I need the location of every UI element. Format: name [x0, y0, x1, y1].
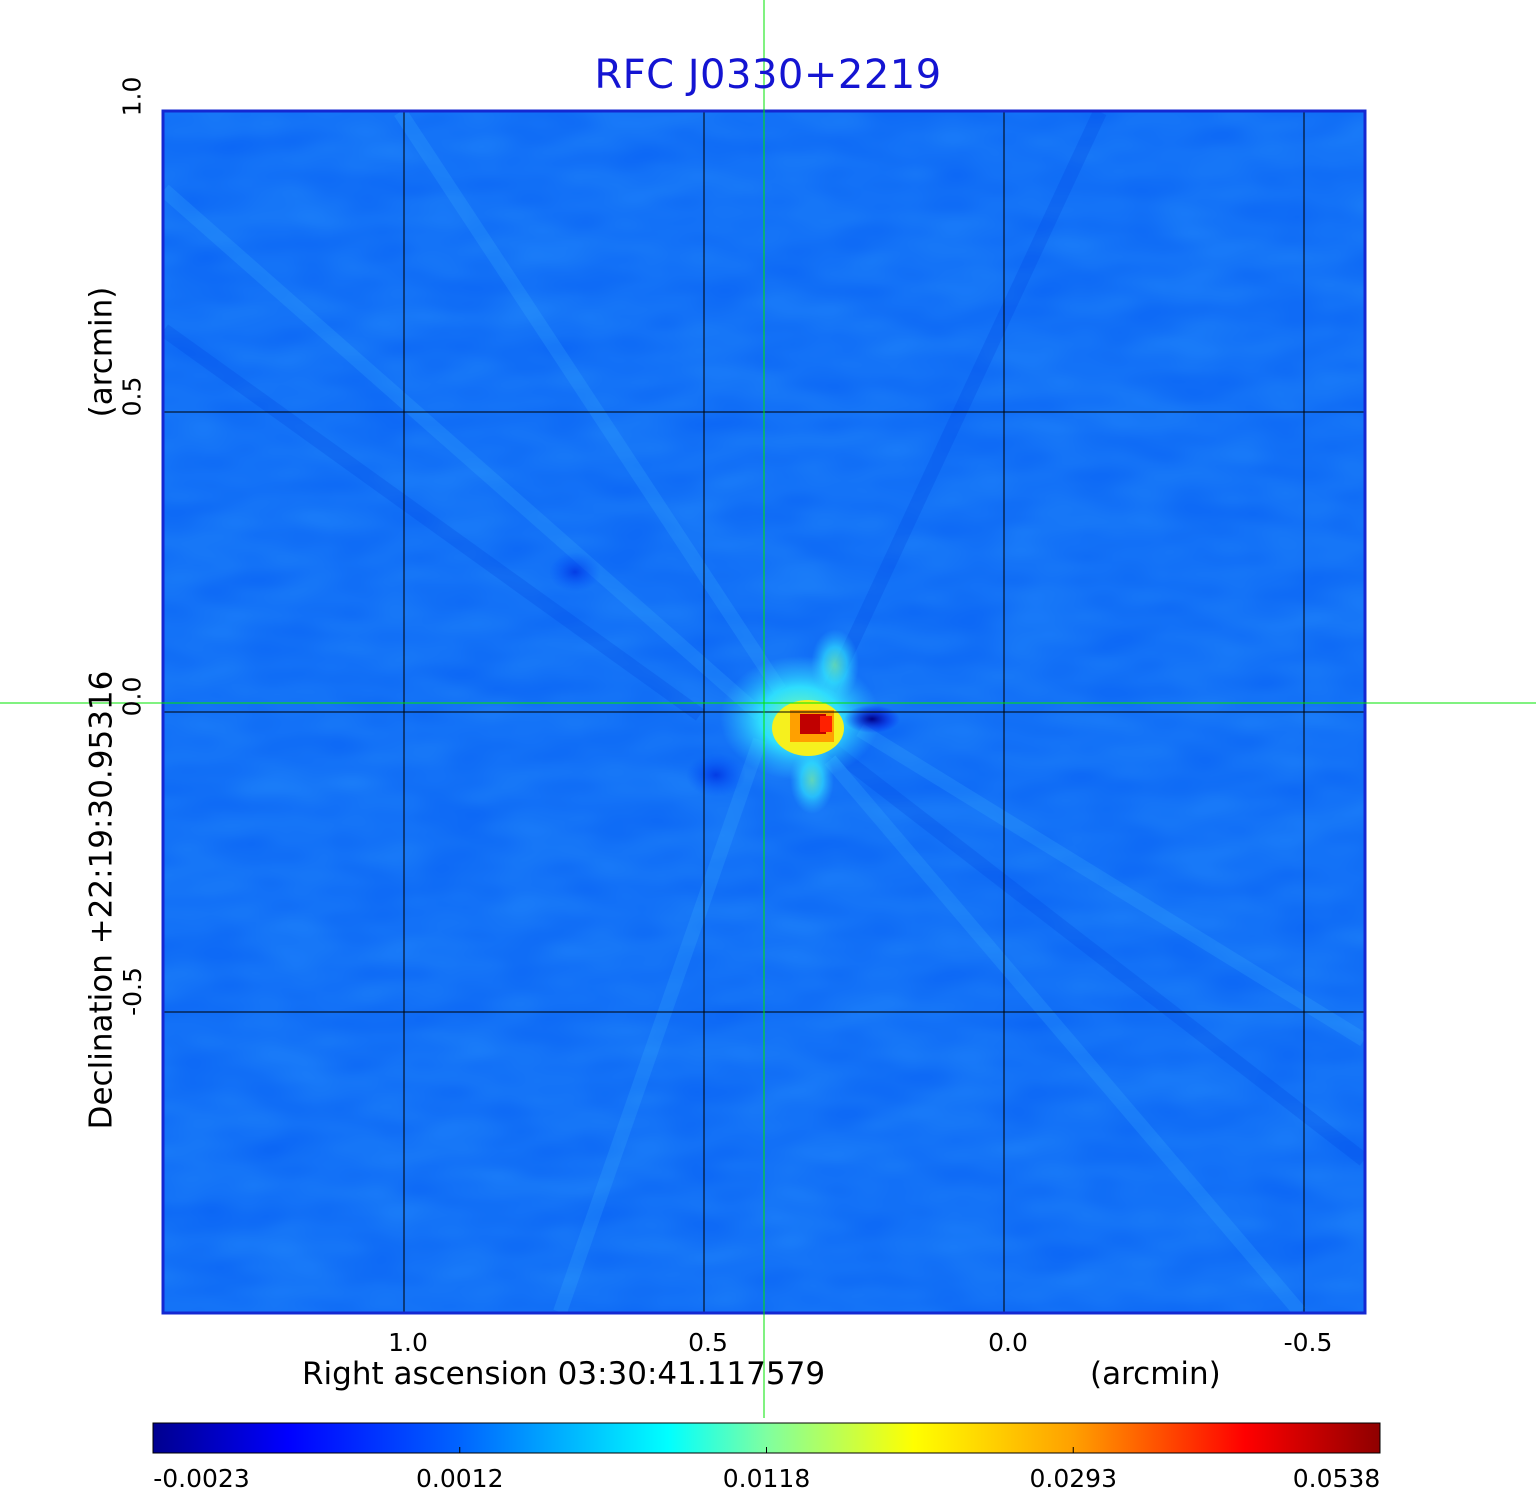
source-peak [800, 714, 826, 734]
y-tick-label: -0.5 [117, 967, 147, 1016]
y-tick-label: 0.0 [117, 676, 147, 716]
colorbar-tick-label: 0.0293 [1029, 1464, 1117, 1493]
source-peak-right [820, 716, 832, 732]
weak-negative-region [549, 552, 601, 592]
negative-sidelobe [844, 705, 900, 733]
x-tick-label: 1.0 [388, 1328, 428, 1357]
crosshair [0, 0, 1536, 1418]
x-tick-label: 0.5 [688, 1328, 728, 1357]
source-halo [811, 629, 859, 701]
colorbar-ticks [459, 1447, 1074, 1453]
chart-title: RFC J0330+2219 [594, 52, 942, 98]
y-axis-unit: (arcmin) [82, 286, 119, 418]
y-tick-label: 1.0 [117, 76, 147, 116]
x-tick-label: -0.5 [1283, 1328, 1333, 1357]
colorbar-tick-label: 0.0012 [416, 1464, 504, 1493]
colorbar-tick-label: 0.0538 [1292, 1464, 1381, 1493]
x-axis-unit: (arcmin) [1090, 1356, 1221, 1392]
colorbar-tick-label: 0.0118 [722, 1464, 811, 1493]
weak-negative-region [686, 753, 746, 797]
colorbar-tick-label: -0.0023 [153, 1464, 250, 1493]
x-axis-label: Right ascension 03:30:41.117579 [302, 1356, 826, 1392]
source-halo [790, 746, 834, 814]
x-tick-label: 0.0 [988, 1328, 1028, 1357]
y-tick-label: 0.5 [117, 376, 147, 416]
sidelobe-streaks [164, 112, 1364, 1312]
y-axis-label: Declination +22:19:30.95316 [82, 670, 119, 1130]
